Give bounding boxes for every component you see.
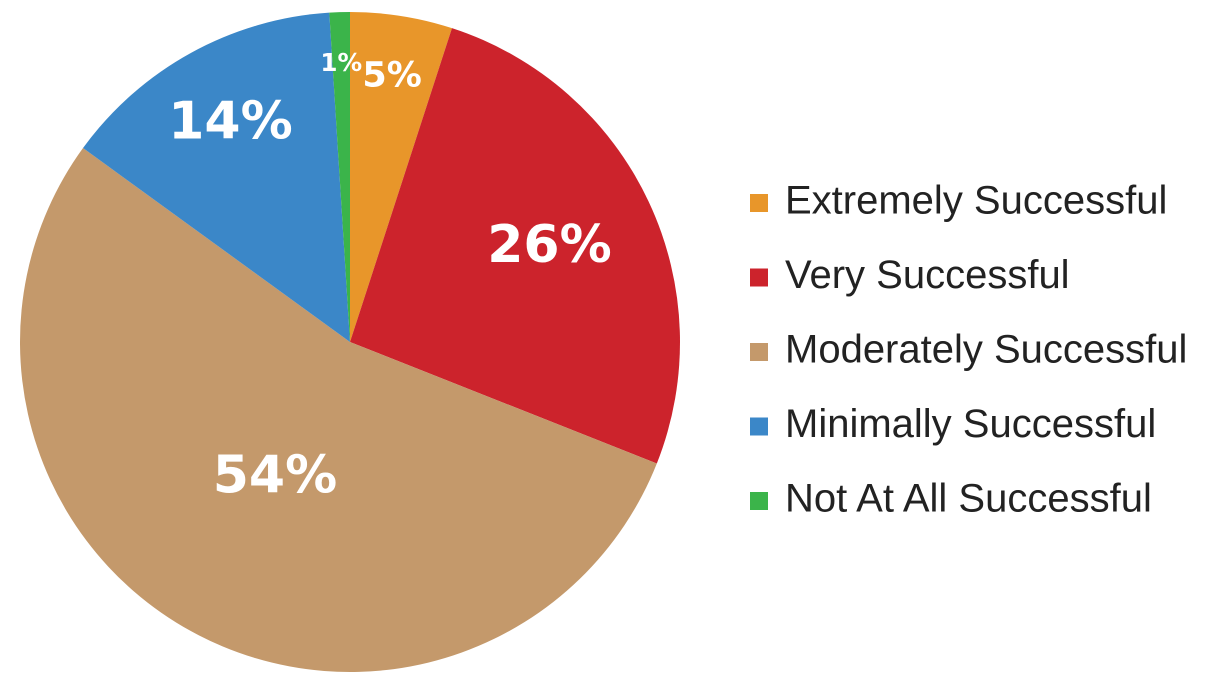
pie-slice (350, 28, 680, 464)
legend-label: Not At All Successful (785, 477, 1152, 521)
legend-label: Very Successful (785, 253, 1070, 297)
pie-slice (350, 12, 452, 342)
legend-swatch (750, 268, 768, 287)
data-label: 54% (213, 445, 337, 505)
data-label: 26% (487, 215, 611, 275)
pie-slice (329, 12, 350, 342)
legend-swatch (750, 492, 768, 510)
legend-swatch (750, 194, 768, 212)
legend-swatch (750, 343, 768, 361)
data-label: 5% (362, 55, 421, 95)
data-label: 14% (168, 92, 292, 152)
pie-slice (19, 148, 657, 673)
pie-slice (83, 12, 351, 342)
legend-swatch (750, 417, 768, 436)
legend-label: Minimally Successful (785, 402, 1156, 446)
data-label: 1% (320, 48, 362, 77)
legend-label: Moderately Successful (785, 328, 1187, 372)
legend-label: Extremely Successful (785, 179, 1167, 223)
